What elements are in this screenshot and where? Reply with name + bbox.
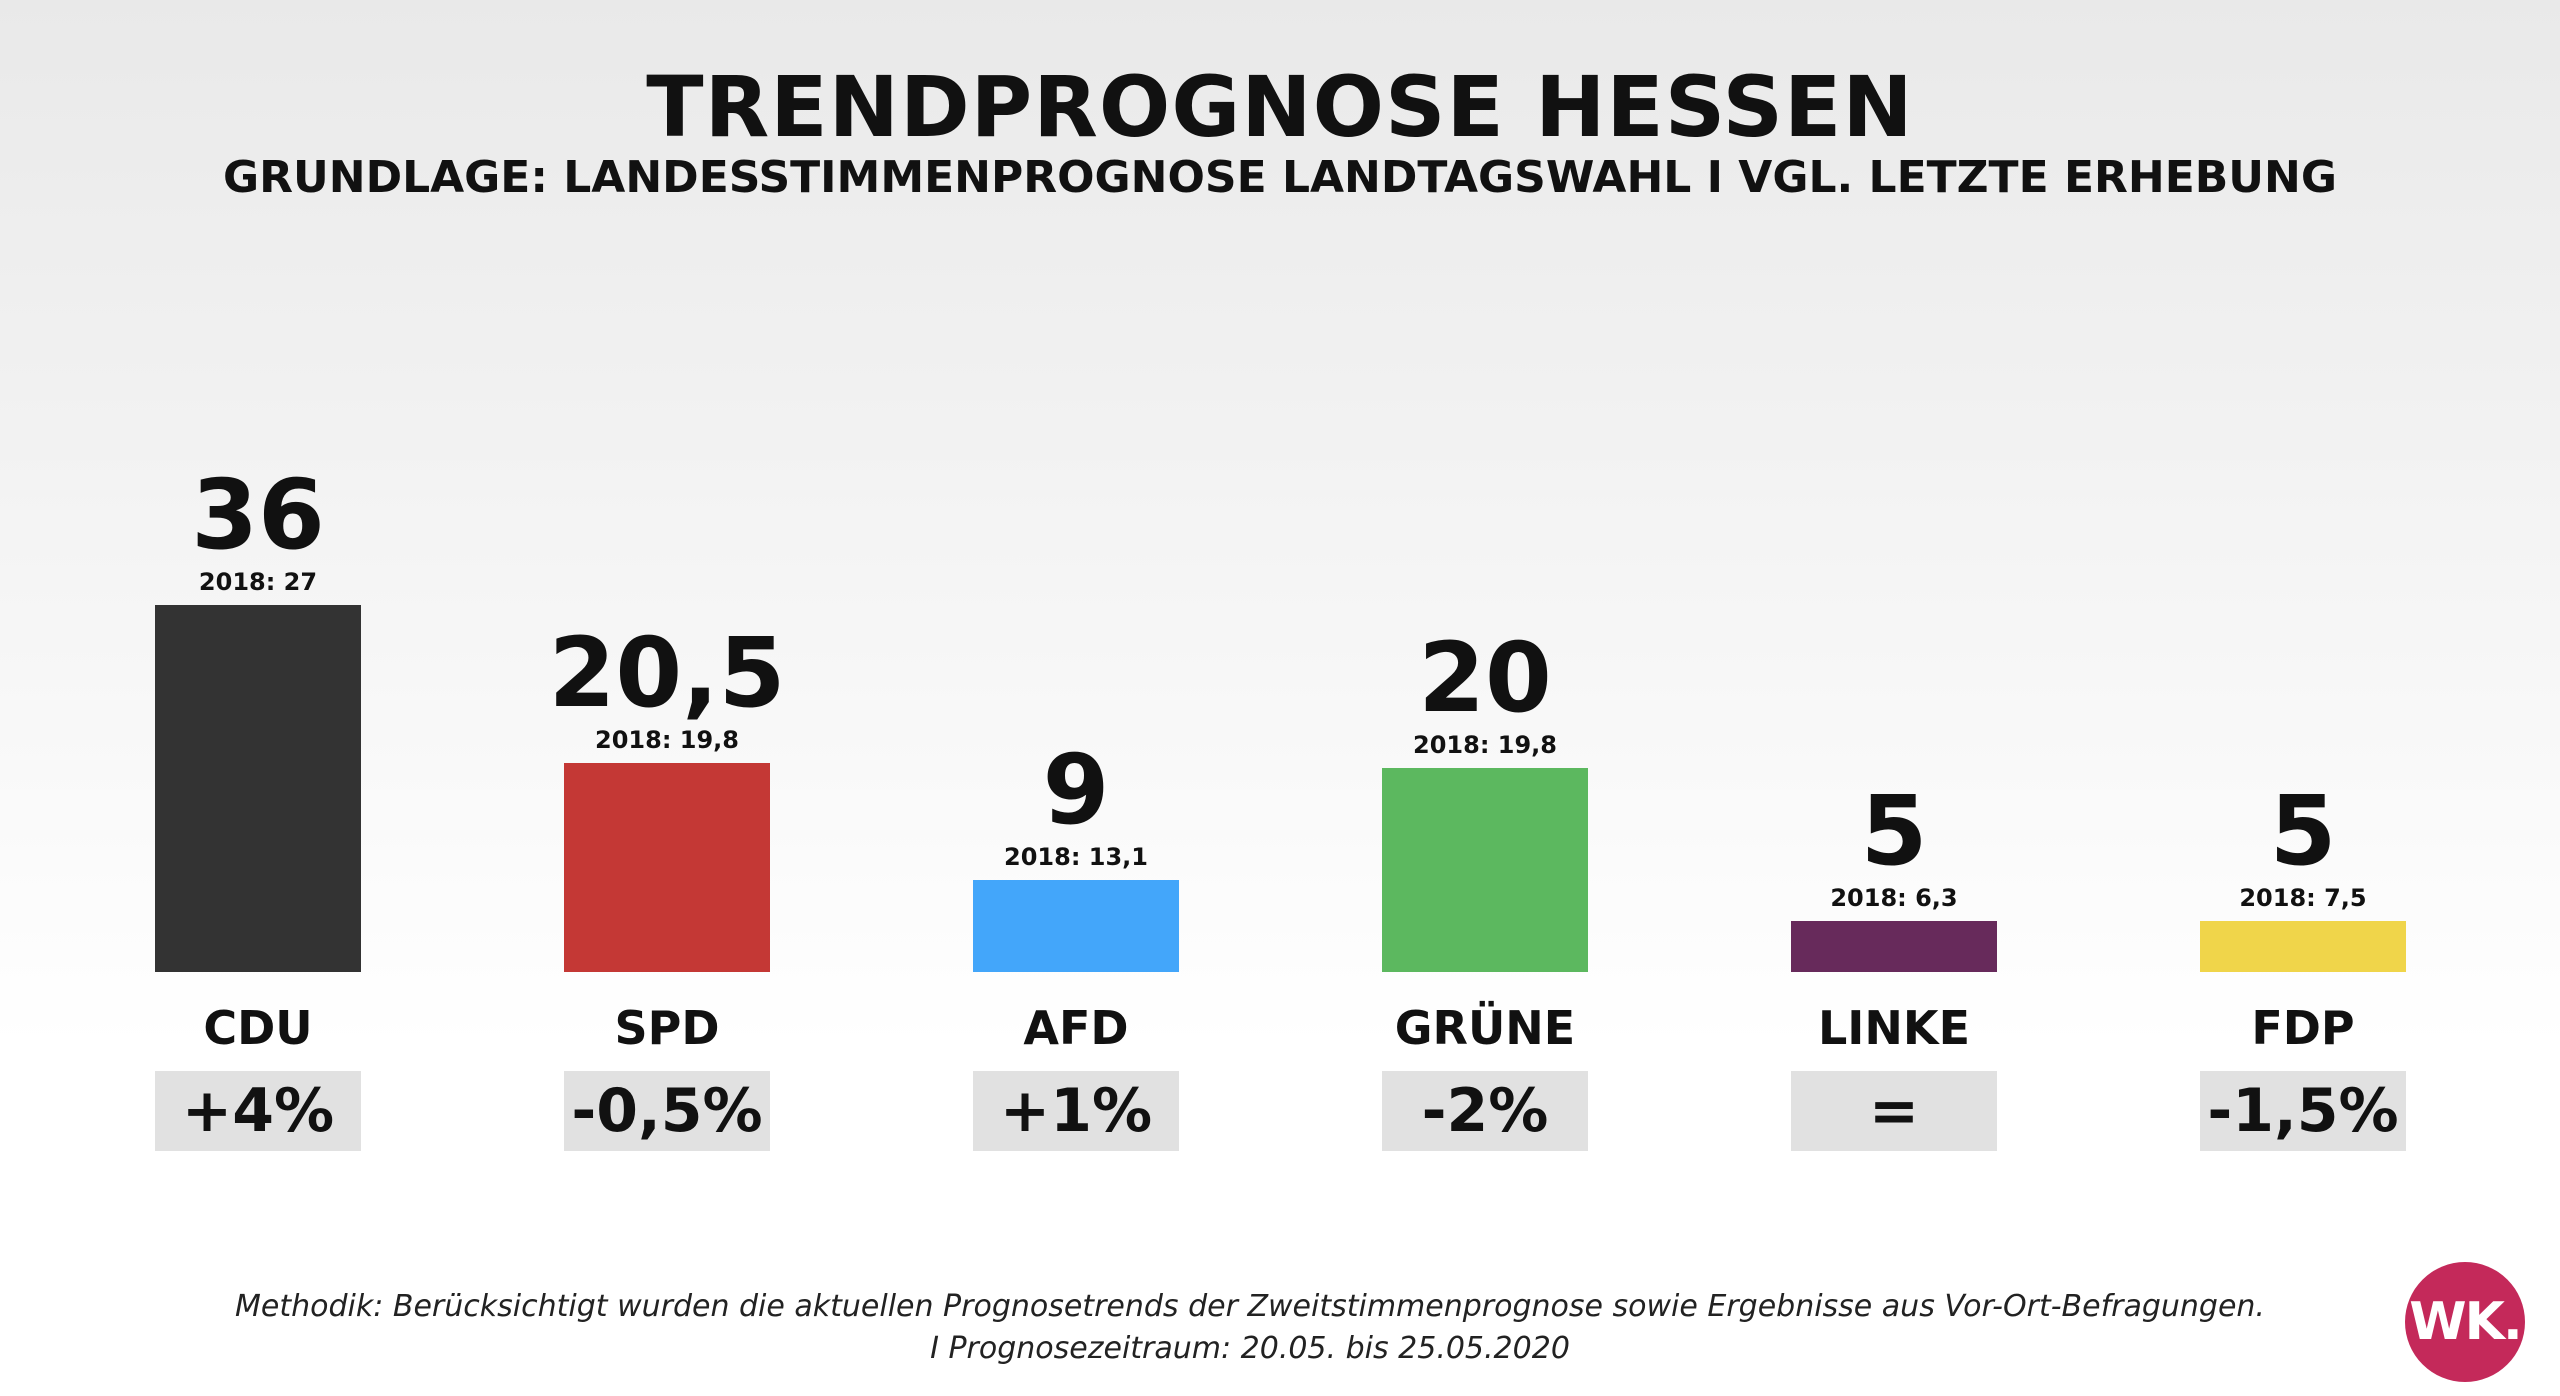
chart-title: TRENDPROGNOSE HESSEN [646, 58, 1914, 156]
value-label: 20 [1418, 622, 1552, 734]
previous-value-label: 2018: 6,3 [1830, 884, 1958, 912]
category-label: LINKE [1818, 1001, 1970, 1055]
value-label: 5 [1860, 775, 1928, 887]
previous-value-label: 2018: 7,5 [2239, 884, 2367, 912]
previous-value-label: 2018: 19,8 [1413, 731, 1557, 759]
category-label: GRÜNE [1394, 1001, 1576, 1055]
value-label: 5 [2269, 775, 2337, 887]
bar-cdu [155, 604, 361, 972]
bar-spd [564, 762, 770, 972]
methodology-note: Methodik: Berücksichtigt wurden die aktu… [60, 1286, 2440, 1370]
value-label: 36 [191, 458, 325, 571]
change-badge: -0,5% [564, 1071, 770, 1151]
category-label: AFD [1023, 1001, 1129, 1055]
change-badge: -1,5% [2200, 1071, 2406, 1151]
category-label: FDP [2251, 1001, 2355, 1055]
bar-grüne [1382, 768, 1588, 972]
wk-logo: WK. [2405, 1262, 2525, 1382]
change-badge: -2% [1382, 1071, 1588, 1151]
value-label: 9 [1042, 734, 1110, 847]
previous-value-label: 2018: 19,8 [595, 725, 739, 754]
footnote-line-1: Methodik: Berücksichtigt wurden die aktu… [235, 1289, 2265, 1324]
bar-linke [1791, 921, 1997, 972]
category-label: SPD [614, 1001, 720, 1055]
previous-value-label: 2018: 27 [198, 567, 318, 596]
change-badge: +4% [155, 1071, 361, 1151]
change-badge: = [1791, 1071, 1997, 1151]
bar-afd [973, 880, 1179, 972]
chart-subtitle: GRUNDLAGE: LANDESSTIMMENPROGNOSE LANDTAG… [223, 152, 2337, 203]
value-label: 20,5 [548, 616, 786, 729]
previous-value-label: 2018: 13,1 [1004, 843, 1148, 872]
category-label: CDU [203, 1001, 313, 1055]
bar-fdp [2200, 921, 2406, 972]
footnote-line-2: I Prognosezeitraum: 20.05. bis 25.05.202… [930, 1331, 1570, 1366]
change-badge: +1% [973, 1071, 1179, 1151]
